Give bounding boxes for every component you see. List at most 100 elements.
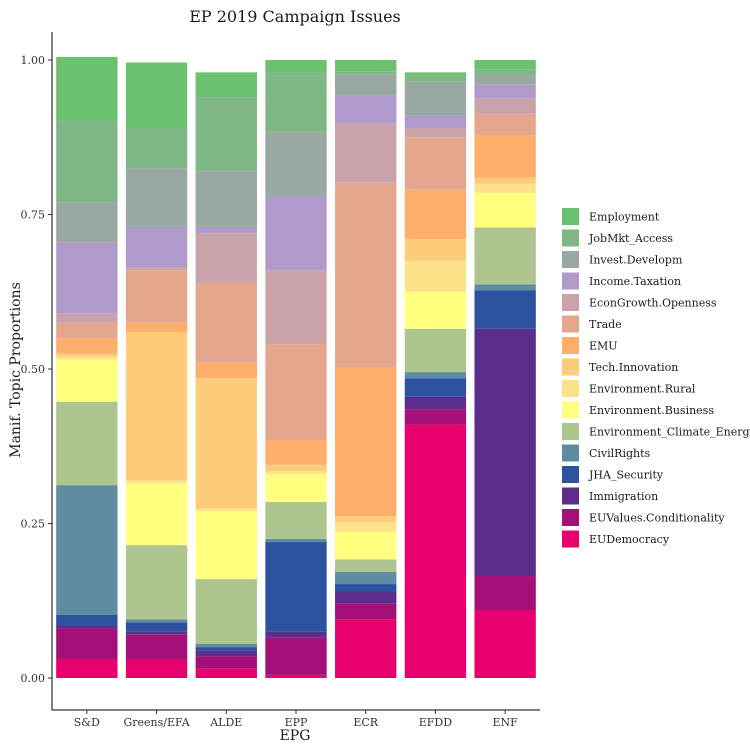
bar-segment [474, 290, 536, 329]
legend-label: JobMkt_Access [588, 232, 673, 245]
x-tick-label: ECR [353, 716, 378, 729]
bar-segment [125, 480, 188, 484]
bar-segment [195, 644, 257, 648]
bar-segment [335, 367, 397, 517]
bar-segment [474, 183, 536, 193]
y-tick-label: 0.50 [21, 363, 46, 376]
bar-segment [404, 291, 467, 329]
bar-segment [265, 344, 327, 441]
legend-swatch [562, 423, 579, 440]
bar-segment [265, 637, 327, 675]
bar-segment [335, 71, 397, 75]
bar-segment [125, 545, 188, 620]
bar-segment [56, 120, 118, 203]
bar-segment [335, 571, 397, 585]
bar-segment [195, 226, 257, 234]
bar-segment [125, 631, 188, 635]
bar-segment [125, 622, 188, 632]
bar-segment [265, 270, 327, 345]
bar-segment [335, 603, 397, 620]
x-tick-label: ALDE [209, 716, 242, 729]
legend-label: Invest.Developm [589, 254, 683, 267]
bar-segment [195, 282, 257, 363]
bar-segment [265, 474, 327, 502]
bar-segment [335, 522, 397, 532]
legend-swatch [562, 208, 579, 225]
bar-segment [474, 328, 536, 577]
bar-segment [404, 72, 467, 76]
bar-segment [56, 356, 118, 360]
bar-segment [404, 127, 467, 138]
legend-swatch [562, 444, 579, 462]
legend-swatch [562, 315, 579, 333]
bar-segment [195, 511, 257, 580]
legend-label: EconGrowth.Openness [589, 297, 717, 310]
bar-segment [265, 60, 327, 73]
bar-segment [474, 576, 536, 611]
bar-segment [404, 424, 467, 678]
bar-segment [474, 284, 536, 291]
bar-segment [474, 177, 536, 184]
bar-segment [265, 195, 327, 271]
bar-segment [56, 625, 118, 629]
legend-swatch [562, 530, 579, 548]
bar-segment [56, 614, 118, 626]
bar-segment [404, 75, 467, 82]
legend-swatch [562, 401, 579, 419]
bar-segment [125, 168, 188, 227]
bar-segment [125, 62, 188, 128]
bars-layer [56, 56, 536, 678]
bar-segment [404, 137, 467, 190]
bar-segment [335, 584, 397, 592]
y-tick-label: 0.00 [21, 672, 46, 685]
legend-label: Employment [589, 211, 660, 224]
legend-swatch [562, 337, 579, 354]
bar-segment [195, 668, 257, 678]
bar-segment [125, 659, 188, 678]
legend-swatch [562, 251, 579, 268]
bar-segment [404, 189, 467, 240]
bar-segment [56, 338, 118, 354]
y-tick-label: 0.75 [21, 209, 46, 222]
legend-swatch [562, 487, 579, 505]
legend-swatch [562, 229, 579, 247]
bar-segment [265, 131, 327, 196]
bar-segment [125, 619, 188, 623]
legend-label: EMU [589, 340, 618, 353]
x-axis-title: EPG [280, 728, 311, 744]
bar-segment [265, 72, 327, 132]
bar-segment [265, 542, 327, 632]
x-tick-label: EFDD [419, 716, 452, 729]
bar-segment [56, 659, 118, 678]
legend-label: Immigration [589, 490, 658, 503]
bar-segment [195, 508, 257, 512]
bar-segment [335, 516, 397, 523]
bar-segment [335, 182, 397, 368]
legend-label: Environment.Business [589, 404, 714, 417]
bar-segment [56, 628, 118, 660]
bar-segment [404, 396, 467, 410]
bar-segment [335, 95, 397, 124]
legend-label: Environment_Climate_Energy [589, 426, 750, 439]
legend-label: Environment.Rural [589, 383, 696, 396]
legend-swatch [562, 466, 579, 483]
bar-segment [404, 409, 467, 425]
legend-swatch [562, 380, 579, 397]
chart-title: EP 2019 Campaign Issues [189, 7, 401, 26]
bar-segment [404, 239, 467, 261]
bar-segment [265, 501, 327, 539]
bar-segment [474, 227, 536, 285]
bar-segment [265, 631, 327, 638]
bar-segment [335, 60, 397, 72]
bar-segment [125, 483, 188, 546]
bar-segment [56, 242, 118, 314]
bar-segment [335, 559, 397, 572]
bar-segment [195, 362, 257, 379]
bar-segment [265, 470, 327, 475]
bar-segment [474, 610, 536, 678]
bar-segment [265, 464, 327, 471]
legend-label: EUDemocracy [589, 533, 670, 546]
bar-segment [474, 192, 536, 228]
